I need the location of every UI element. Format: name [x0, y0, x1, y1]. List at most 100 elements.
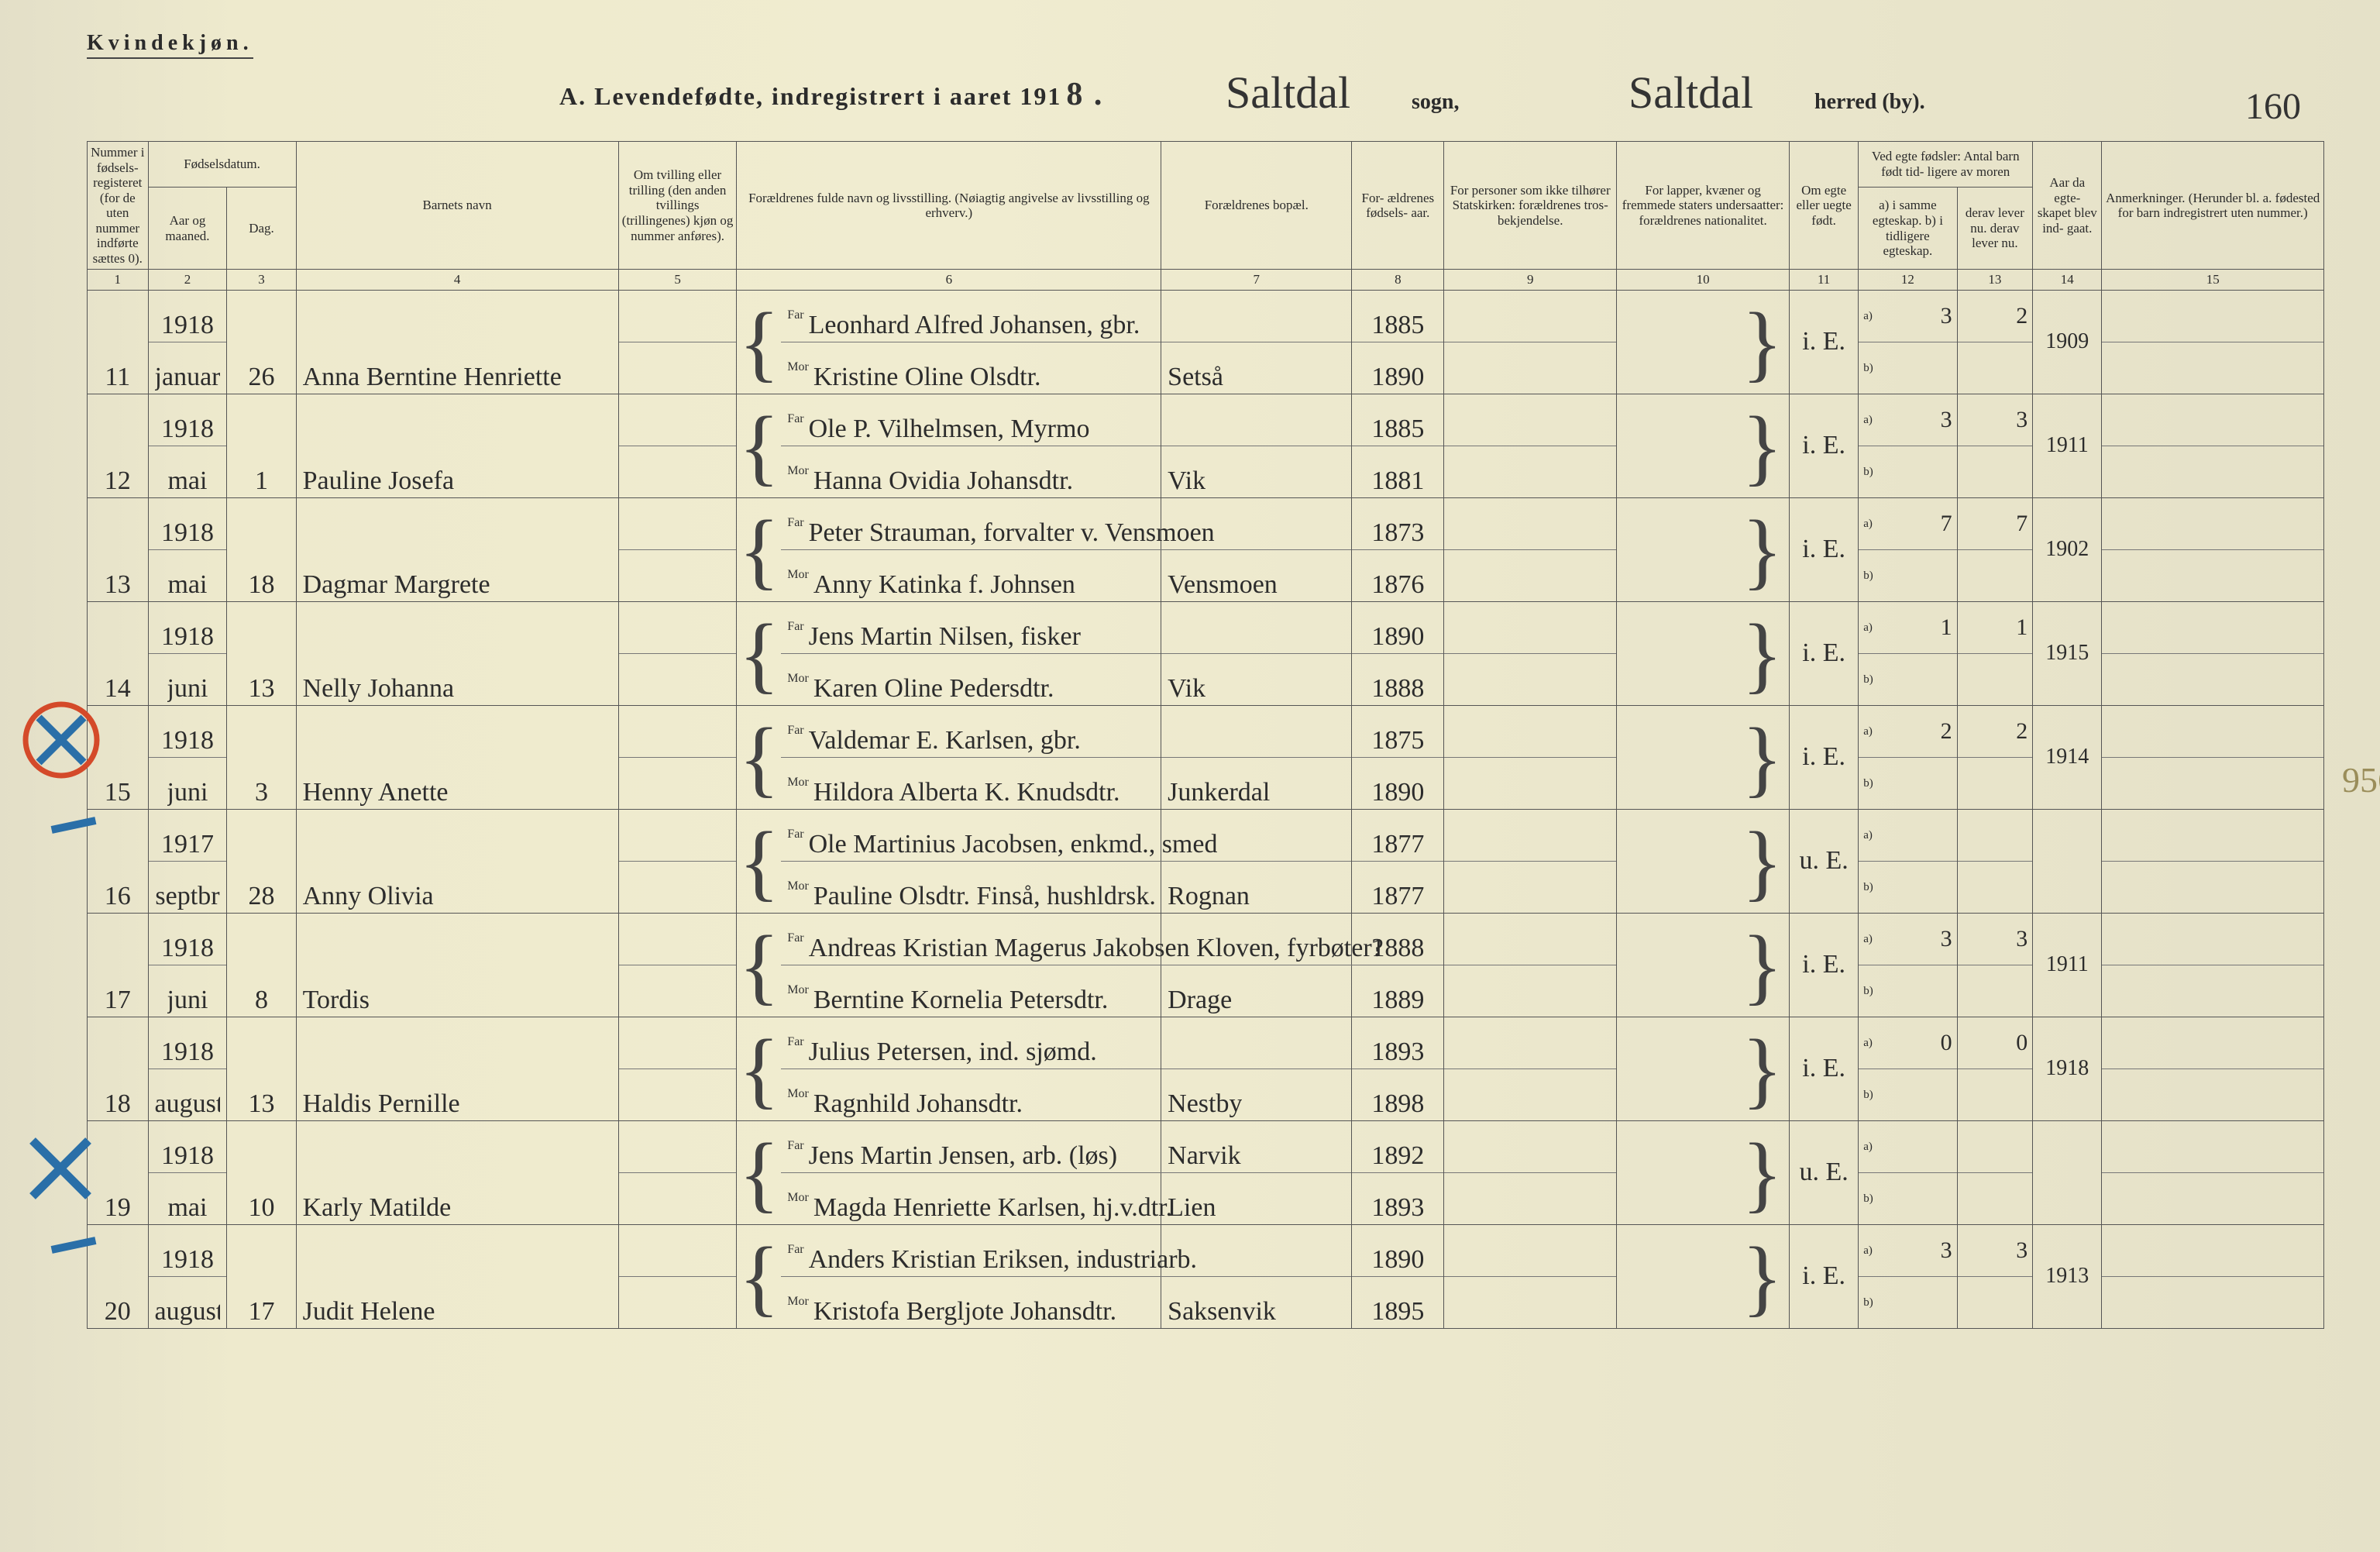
father-name: Jens Martin Nilsen, fisker: [809, 624, 1081, 650]
cell-value: 1918: [161, 416, 214, 442]
colnum: 7: [1161, 270, 1352, 291]
cell-value: 16: [105, 883, 131, 910]
father-name: Ole Martinius Jacobsen, enkmd., smed: [809, 831, 1218, 858]
register-page: Kvindekjøn. A. Levendefødte, indregistre…: [0, 0, 2380, 1552]
legitimacy: u. E.: [1799, 848, 1848, 874]
mother-name: Karen Oline Pedersdtr.: [813, 676, 1054, 702]
col8-header: For- ældrenes fødsels- aar.: [1352, 142, 1444, 270]
col12-subheader: a) i samme egteskap. b) i tidligere egte…: [1859, 187, 1957, 270]
marriage-year: 1911: [2046, 954, 2089, 976]
cell-value: 13: [105, 572, 131, 598]
c13a: 7: [2016, 511, 2027, 537]
cell-value: 1875: [1371, 728, 1424, 754]
legitimacy: i. E.: [1802, 536, 1845, 563]
cell-value: Judit Helene: [303, 1299, 435, 1325]
mother-name: Magda Henriette Karlsen, hj.v.dtr.: [813, 1195, 1172, 1221]
marriage-year: 1911: [2046, 435, 2089, 456]
colnum: 10: [1617, 270, 1790, 291]
colnum: 13: [1957, 270, 2033, 291]
cell-value: 1918: [161, 728, 214, 754]
col12-13-header: Ved egte fødsler: Antal barn født tid- l…: [1859, 142, 2033, 188]
cell-value: 1918: [161, 520, 214, 546]
title-prefix: A. Levendefødte, indregistrert i aaret 1…: [559, 82, 1061, 110]
col1-header: Nummer i fødsels- registeret (for de ute…: [88, 142, 149, 270]
cell-value: 1918: [161, 935, 214, 962]
c12a: 0: [1941, 1030, 1952, 1056]
table-header: Nummer i fødsels- registeret (for de ute…: [88, 142, 2324, 291]
table-row: 14 1918 juni 13 Nelly Johanna { FarJens …: [88, 602, 2324, 706]
cell-value: Henny Anette: [303, 779, 449, 806]
col6-header: Forældrenes fulde navn og livsstilling. …: [737, 142, 1161, 270]
c13a: 0: [2016, 1030, 2027, 1056]
c13a: 3: [2016, 1237, 2027, 1264]
c12a: 3: [1941, 926, 1952, 952]
c12a: 2: [1941, 718, 1952, 745]
cell-value: 1898: [1371, 1091, 1424, 1117]
colnum: 9: [1444, 270, 1617, 291]
cell-value: 17: [249, 1299, 275, 1325]
mother-name: Hanna Ovidia Johansdtr.: [813, 468, 1073, 494]
col10-header: For lapper, kvæner og fremmede staters u…: [1617, 142, 1790, 270]
register-table: Nummer i fødsels- registeret (for de ute…: [87, 141, 2324, 1329]
col9-header: For personer som ikke tilhører Statskirk…: [1444, 142, 1617, 270]
colnum: 1: [88, 270, 149, 291]
cell-value: 20: [105, 1299, 131, 1325]
cell-value: 1918: [161, 624, 214, 650]
cell-value: 1876: [1371, 572, 1424, 598]
cell-value: 26: [249, 364, 275, 391]
legitimacy: i. E.: [1802, 432, 1845, 459]
cell-value: 1918: [161, 1247, 214, 1273]
cell-value: 15: [105, 779, 131, 806]
side-annotation: 956: [2342, 759, 2380, 800]
col2-subheader: Aar og maaned.: [148, 187, 227, 270]
col15-header: Anmerkninger. (Herunder bl. a. fødested …: [2102, 142, 2324, 270]
mother-name: Anny Katinka f. Johnsen: [813, 572, 1075, 598]
cell-value: 12: [105, 468, 131, 494]
colnum: 11: [1790, 270, 1859, 291]
col3-subheader: Dag.: [227, 187, 296, 270]
c12a: 3: [1941, 303, 1952, 329]
cell-value: Narvik: [1168, 1143, 1240, 1169]
page-number: 160: [2245, 85, 2301, 128]
col13-subheader: derav lever nu. derav lever nu.: [1957, 187, 2033, 270]
cell-value: mai: [167, 468, 207, 494]
cell-value: 28: [249, 883, 275, 910]
cell-value: 13: [249, 676, 275, 702]
col11-header: Om egte eller uegte født.: [1790, 142, 1859, 270]
cell-value: 14: [105, 676, 131, 702]
legitimacy: i. E.: [1802, 329, 1845, 355]
cell-value: mai: [167, 572, 207, 598]
table-row: 12 1918 mai 1 Pauline Josefa { FarOle P.…: [88, 394, 2324, 498]
cell-value: 18: [105, 1091, 131, 1117]
cell-value: Dagmar Margrete: [303, 572, 490, 598]
cell-value: 13: [249, 1091, 275, 1117]
cell-value: 1885: [1371, 312, 1424, 339]
c13a: 3: [2016, 926, 2027, 952]
table-row: 20 1918 august 17 Judit Helene { FarAnde…: [88, 1225, 2324, 1329]
cell-value: 1885: [1371, 416, 1424, 442]
father-name: Ole P. Vilhelmsen, Myrmo: [809, 416, 1090, 442]
col7-header: Forældrenes bopæl.: [1161, 142, 1352, 270]
table-row: 17 1918 juni 8 Tordis { FarAndreas Krist…: [88, 914, 2324, 1017]
cell-value: 11: [105, 364, 130, 391]
cell-value: Setså: [1168, 364, 1223, 391]
legitimacy: i. E.: [1802, 640, 1845, 666]
cell-value: Tordis: [303, 987, 370, 1013]
column-number-row: 1 2 3 4 5 6 7 8 9 10 11 12 13 14 15: [88, 270, 2324, 291]
cell-value: Nelly Johanna: [303, 676, 454, 702]
cell-value: Vik: [1168, 468, 1205, 494]
father-name: Jens Martin Jensen, arb. (løs): [809, 1143, 1117, 1169]
father-name: Leonhard Alfred Johansen, gbr.: [809, 312, 1140, 339]
colnum: 12: [1859, 270, 1957, 291]
cell-value: Junkerdal: [1168, 779, 1270, 806]
gender-label: Kvindekjøn.: [87, 31, 253, 59]
c12a: 3: [1941, 1237, 1952, 1264]
cell-value: 18: [249, 572, 275, 598]
cell-value: 1877: [1371, 831, 1424, 858]
marriage-year: 1914: [2045, 746, 2089, 768]
title-year-handwritten: 8 .: [1066, 77, 1103, 112]
mother-name: Kristine Oline Olsdtr.: [813, 364, 1041, 391]
sogn-value: Saltdal: [1226, 67, 1350, 119]
legitimacy: u. E.: [1799, 1159, 1848, 1186]
sogn-label: sogn,: [1412, 90, 1459, 115]
